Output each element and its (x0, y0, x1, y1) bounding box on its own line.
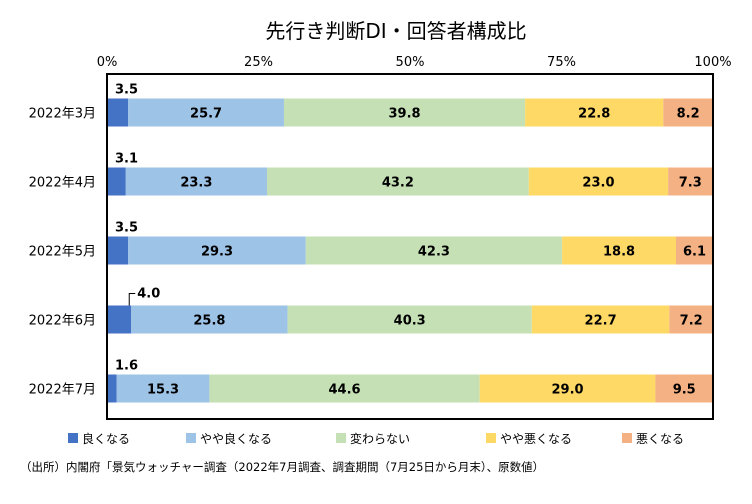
bar-segment (128, 98, 284, 127)
category-label: 2022年7月 (29, 383, 96, 398)
value-label: 7.2 (680, 314, 703, 329)
legend-label: 悪くなる (636, 432, 684, 446)
legend-swatch (336, 433, 346, 443)
value-label: 9.5 (673, 383, 696, 398)
bar-segment (107, 305, 132, 334)
value-label: 39.8 (389, 107, 421, 122)
value-label: 7.3 (679, 176, 702, 191)
value-label: 3.5 (115, 221, 138, 236)
bars: 3.5 25.7 39.8 22.8 8.2 3.1 23.3 43.2 23.0 7.3 3.5 2… (107, 83, 713, 403)
value-label: 25.7 (190, 107, 222, 122)
legend-label: やや良くなる (200, 431, 272, 446)
bar-segment (305, 236, 563, 265)
value-label: 22.7 (585, 314, 617, 329)
legend-swatch (486, 433, 496, 443)
category-label: 2022年4月 (29, 176, 96, 191)
bar-segment (128, 236, 306, 265)
legend: 良くなる やや良くなる 変わらない やや悪くなる 悪くなる (68, 431, 684, 446)
value-label: 3.1 (115, 152, 138, 167)
legend-label: 良くなる (82, 431, 130, 446)
bar-segment (107, 98, 129, 127)
x-tick-label: 50% (396, 55, 425, 70)
plot-frame (106, 73, 714, 420)
bar-segment (668, 167, 713, 196)
legend-swatch (68, 433, 78, 443)
bar-segment (107, 374, 117, 403)
bar-segment (669, 305, 713, 334)
x-tick-label: 25% (244, 55, 273, 70)
bar-segment (125, 167, 267, 196)
bar-segment (131, 305, 288, 334)
value-label: 6.1 (683, 245, 706, 260)
bar-segment (209, 374, 480, 403)
category-label: 2022年6月 (29, 314, 96, 329)
x-tick-label: 75% (547, 55, 576, 70)
value-label: 15.3 (147, 383, 179, 398)
bar-segment (107, 236, 129, 265)
bar-segment (116, 374, 210, 403)
value-label: 3.5 (115, 83, 138, 98)
bar-segment (676, 236, 713, 265)
bar-segment (479, 374, 656, 403)
bar-segment (663, 98, 713, 127)
x-tick-label: 0% (97, 55, 118, 70)
value-label: 42.3 (418, 245, 450, 260)
x-tick-label: 100% (694, 55, 731, 70)
bar-segment (525, 98, 664, 127)
bar-segment (287, 305, 532, 334)
legend-label: 変わらない (350, 431, 410, 446)
value-label: 29.3 (201, 245, 233, 260)
value-label: 8.2 (677, 107, 700, 122)
legend-label: やや悪くなる (500, 432, 572, 446)
chart-title: 先行き判断DI・回答者構成比 (265, 19, 526, 43)
x-axis-ticks: 0% 25% 50% 75% 100% (97, 55, 732, 70)
value-label: 29.0 (552, 383, 584, 398)
value-label: 44.6 (329, 383, 361, 398)
value-label: 22.8 (578, 107, 610, 122)
legend-swatch (186, 433, 196, 443)
category-labels: 2022年3月 2022年4月 2022年5月 2022年6月 2022年7月 (29, 107, 96, 398)
bar-segment (107, 167, 126, 196)
category-label: 2022年5月 (29, 245, 96, 260)
value-label: 43.2 (382, 176, 414, 191)
value-label: 23.0 (582, 176, 614, 191)
bar-segment (283, 98, 526, 127)
value-label: 25.8 (193, 314, 225, 329)
legend-swatch (622, 433, 632, 443)
category-label: 2022年3月 (29, 107, 96, 122)
bar-segment (562, 236, 677, 265)
bar-segment (655, 374, 713, 403)
value-label: 1.6 (115, 359, 138, 374)
bar-segment (528, 167, 669, 196)
leader-line (128, 293, 136, 306)
value-label: 40.3 (394, 314, 426, 329)
bar-segment (531, 305, 670, 334)
value-label: 23.3 (180, 176, 212, 191)
source-note: （出所）内閣府「景気ウォッチャー調査（2022年7月調査、調査期間（7月25日か… (20, 460, 545, 474)
value-label: 4.0 (137, 287, 160, 302)
bar-segment (266, 167, 529, 196)
value-label: 18.8 (603, 245, 635, 260)
